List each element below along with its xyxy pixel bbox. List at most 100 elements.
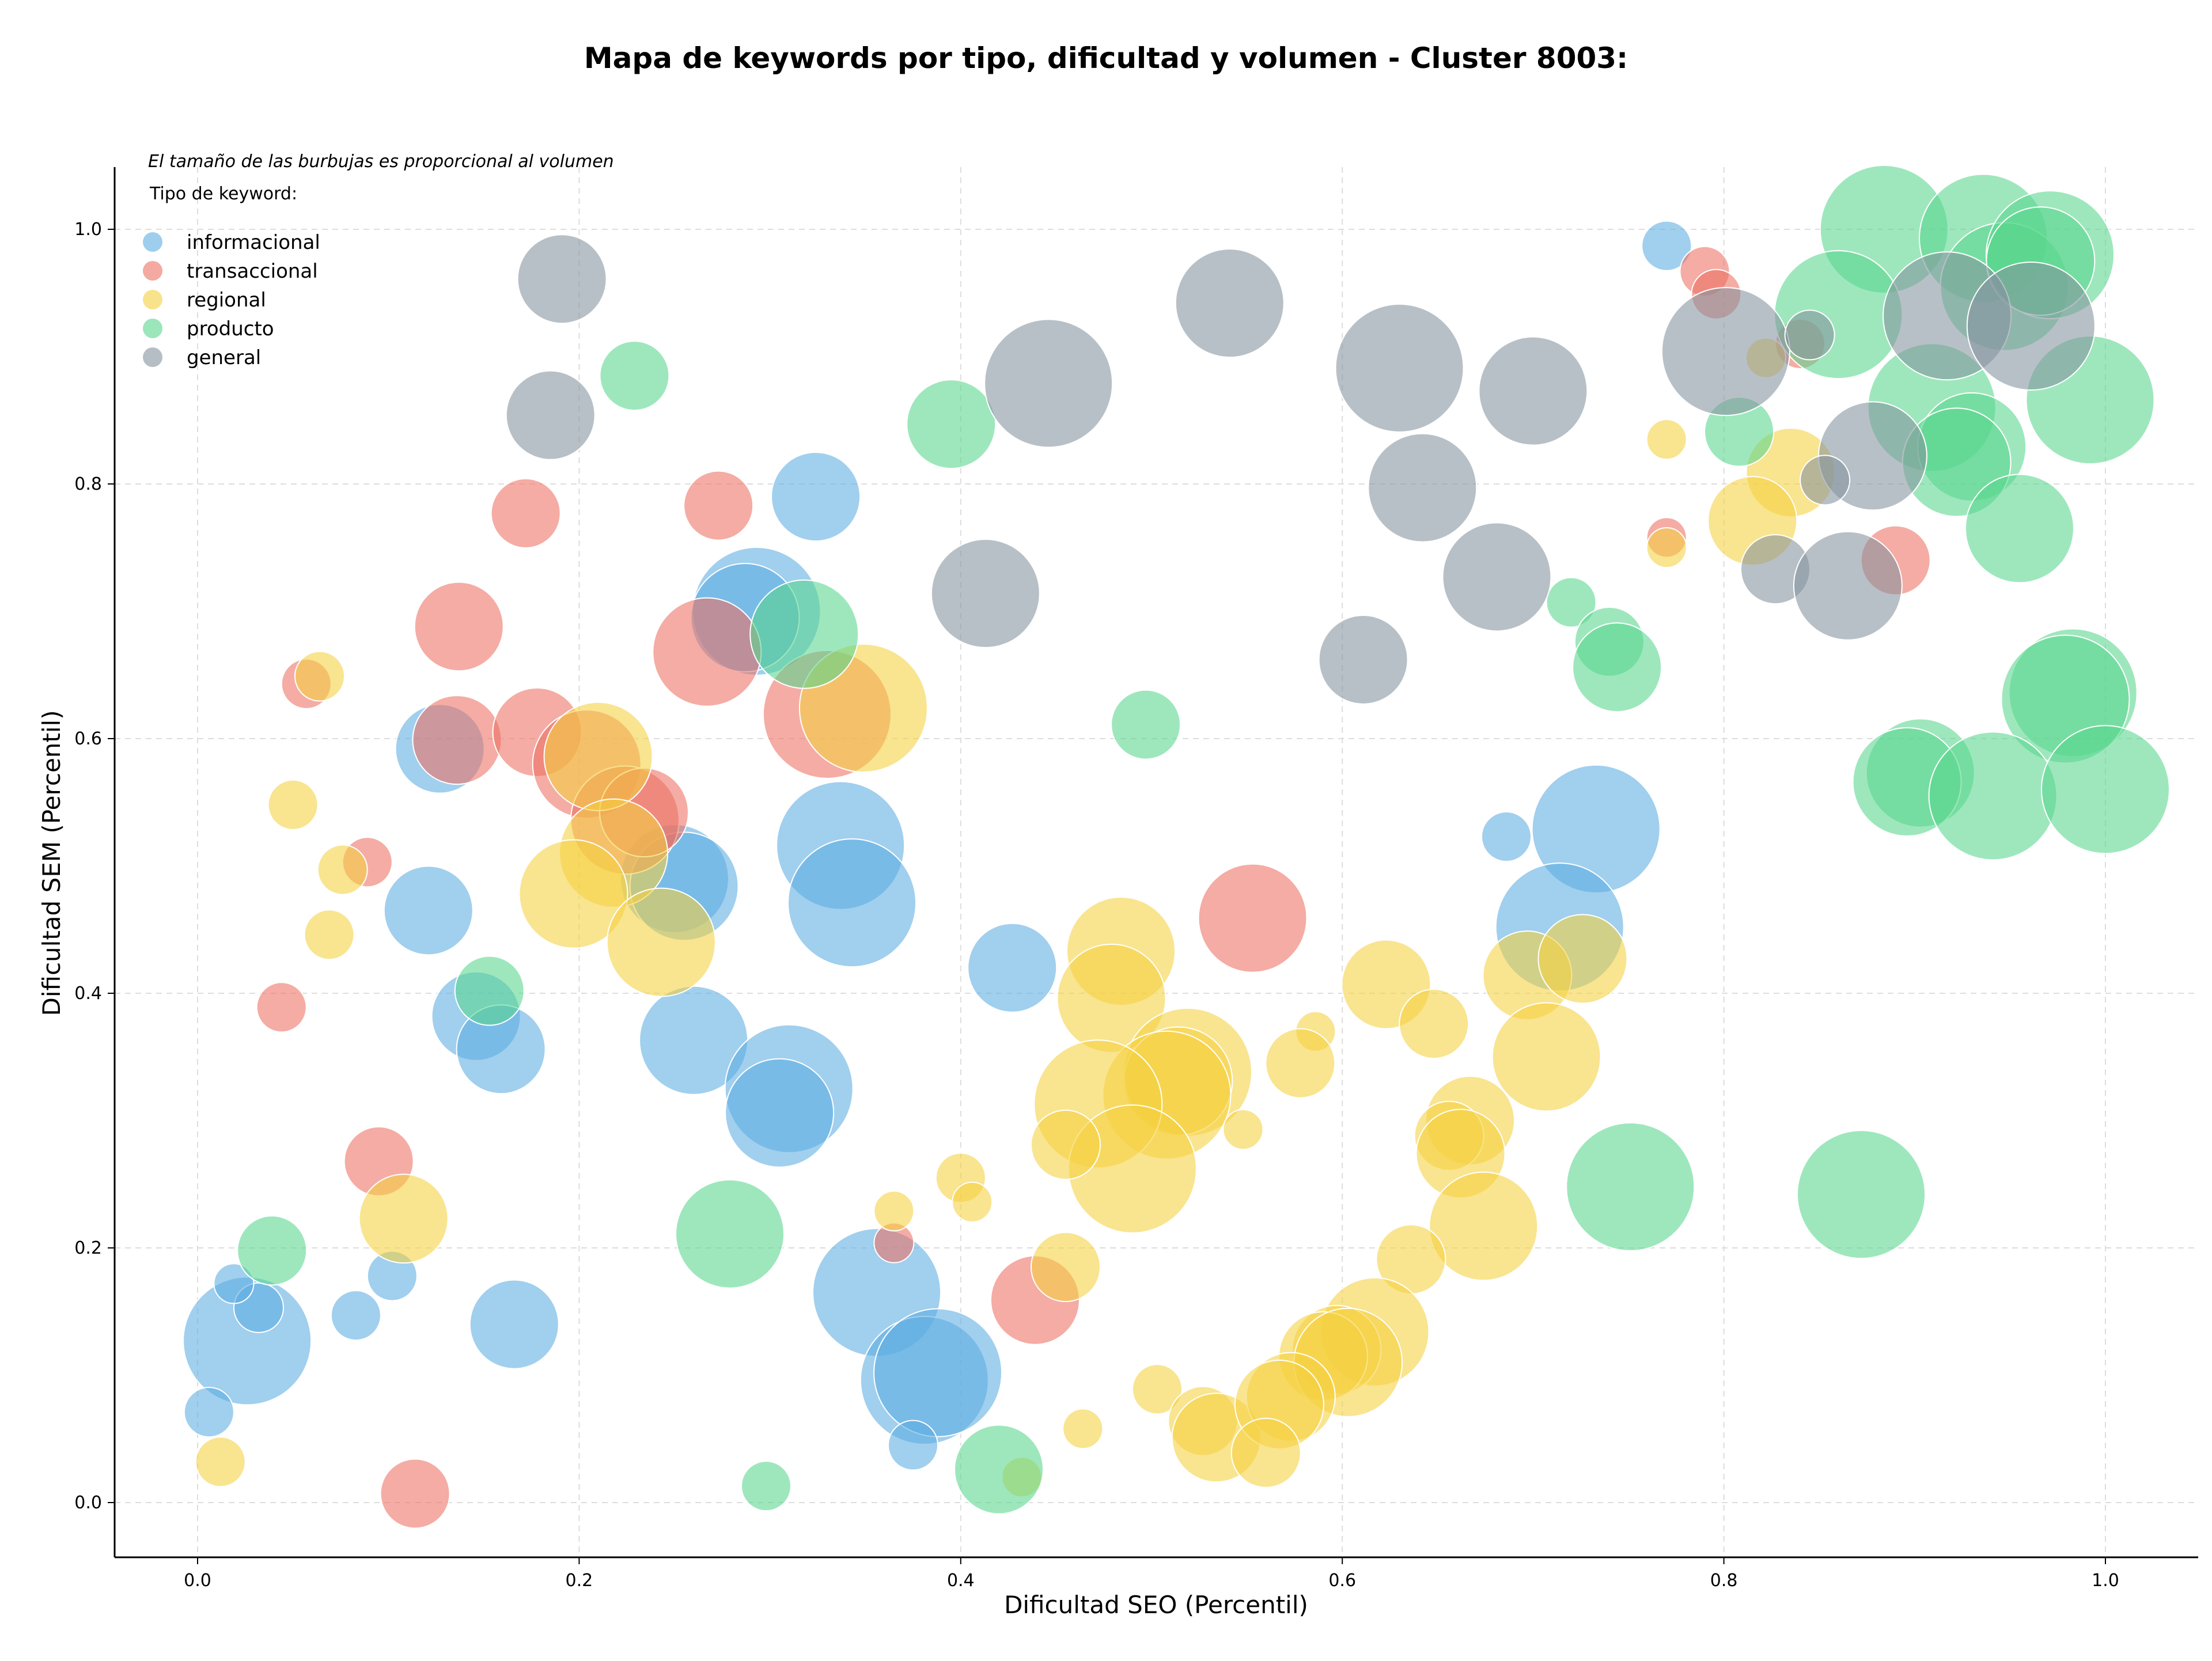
bubble-regional (952, 1181, 993, 1223)
bubble-regional (1062, 1408, 1104, 1450)
bubble-producto (740, 1461, 791, 1512)
y-tick-label: 0.8 (74, 474, 102, 494)
y-tick-label: 1.0 (74, 220, 102, 240)
bubble-transaccional (1198, 863, 1308, 973)
bubble-regional (606, 887, 716, 997)
bubble-general (1442, 522, 1552, 632)
bubble-regional (1429, 1171, 1539, 1281)
bubble-regional (1030, 1232, 1101, 1303)
bubble-regional (518, 839, 628, 949)
bubble-producto (906, 379, 997, 470)
bubble-regional (543, 701, 653, 811)
axes (113, 167, 2198, 1558)
bubble-producto (1566, 1122, 1695, 1251)
bubble-general (1784, 309, 1835, 361)
bubble-transaccional (652, 597, 762, 707)
chart-title: Mapa de keywords por tipo, dificultad y … (584, 41, 1628, 75)
bubble-general (1800, 455, 1851, 506)
bubble-regional (1131, 1364, 1183, 1415)
bubble-general (517, 234, 607, 324)
bubble-informacional (183, 1387, 234, 1438)
bubble-regional (267, 779, 319, 830)
x-tick-label: 0.8 (1710, 1571, 1738, 1591)
legend-label-transaccional: transaccional (187, 260, 318, 283)
bubble-regional (1230, 1417, 1301, 1488)
bubble-regional (873, 1190, 915, 1232)
bubble-producto (1572, 622, 1662, 713)
bubble-general (1368, 433, 1478, 543)
bubble-producto (237, 1215, 308, 1286)
bubble-general (1966, 261, 2096, 391)
legend-marker-transaccional (143, 261, 162, 281)
legend-marker-general (143, 347, 162, 367)
bubble-regional (304, 909, 355, 960)
bubble-transaccional (414, 581, 504, 672)
bubble-producto (599, 340, 670, 411)
bubble-informacional (383, 865, 474, 956)
legend: Tipo de keyword: informacional transaccio… (143, 184, 320, 369)
bubble-transaccional (490, 478, 561, 548)
y-tick-label: 0.0 (74, 1493, 102, 1513)
bubble-regional (358, 1174, 449, 1264)
y-ticks: 0.0 0.2 0.4 0.6 0.8 1.0 (74, 220, 115, 1513)
bubble-regional (1491, 1002, 1601, 1112)
bubble-producto (1964, 474, 2074, 584)
y-tick-label: 0.2 (74, 1238, 102, 1258)
y-tick-label: 0.6 (74, 729, 102, 749)
bubble-producto (2041, 725, 2170, 854)
chart-subtitle: El tamaño de las burbujas es proporciona… (148, 152, 614, 172)
bubble-regional (1399, 989, 1469, 1060)
y-tick-label: 0.4 (74, 983, 102, 1004)
bubble-regional (1222, 1108, 1264, 1150)
x-tick-label: 0.6 (1328, 1571, 1356, 1591)
bubble-transaccional (380, 1458, 450, 1529)
x-tick-label: 0.4 (947, 1571, 975, 1591)
x-axis-label: Dificultad SEO (Percentil) (1004, 1591, 1308, 1619)
legend-marker-producto (143, 319, 162, 338)
bubble-producto (1797, 1130, 1926, 1259)
legend-label-informacional: informacional (187, 231, 320, 254)
bubble-producto (454, 955, 525, 1026)
bubble-general (930, 539, 1040, 649)
bubble-informacional (1641, 220, 1692, 271)
legend-marker-regional (143, 290, 162, 309)
bubble-general (1478, 336, 1588, 446)
y-axis-label: Dificultad SEM (Percentil) (37, 710, 66, 1016)
bubble-producto (1546, 577, 1597, 628)
x-tick-label: 1.0 (2092, 1571, 2119, 1591)
bubble-producto (1111, 689, 1181, 760)
legend-label-regional: regional (187, 289, 266, 312)
legend-label-producto: producto (187, 317, 274, 340)
bubble-general (505, 370, 596, 460)
bubble-informacional (967, 922, 1058, 1013)
bubbles (183, 165, 2170, 1529)
bubble-general (1793, 531, 1903, 641)
bubble-regional (195, 1436, 246, 1488)
bubble-informacional (873, 1308, 1003, 1437)
bubble-producto (749, 579, 859, 689)
bubble-regional (1646, 419, 1687, 460)
bubble-transaccional (412, 695, 502, 785)
bubble-informacional (213, 1263, 255, 1304)
bubble-regional (317, 844, 368, 895)
bubble-general (1175, 248, 1285, 358)
bubble-informacional (787, 838, 917, 968)
bubble-regional (1537, 914, 1628, 1004)
bubble-transaccional (256, 982, 307, 1033)
series-regional (195, 337, 1836, 1498)
x-ticks: 0.0 0.2 0.4 0.6 0.8 1.0 (184, 1557, 2119, 1591)
x-tick-label: 0.0 (184, 1571, 211, 1591)
bubble-producto (1928, 731, 2058, 861)
bubble-informacional (725, 1058, 835, 1168)
legend-marker-informacional (143, 232, 162, 252)
bubble-transaccional (683, 470, 754, 541)
bubble-regional (1646, 527, 1687, 568)
legend-title: Tipo de keyword: (149, 184, 297, 204)
bubble-informacional (330, 1290, 381, 1341)
bubble-general (1661, 287, 1790, 417)
bubble-general (984, 319, 1113, 448)
bubble-producto (954, 1424, 1044, 1515)
bubble-informacional (469, 1279, 559, 1369)
bubble-regional (1265, 1028, 1336, 1099)
